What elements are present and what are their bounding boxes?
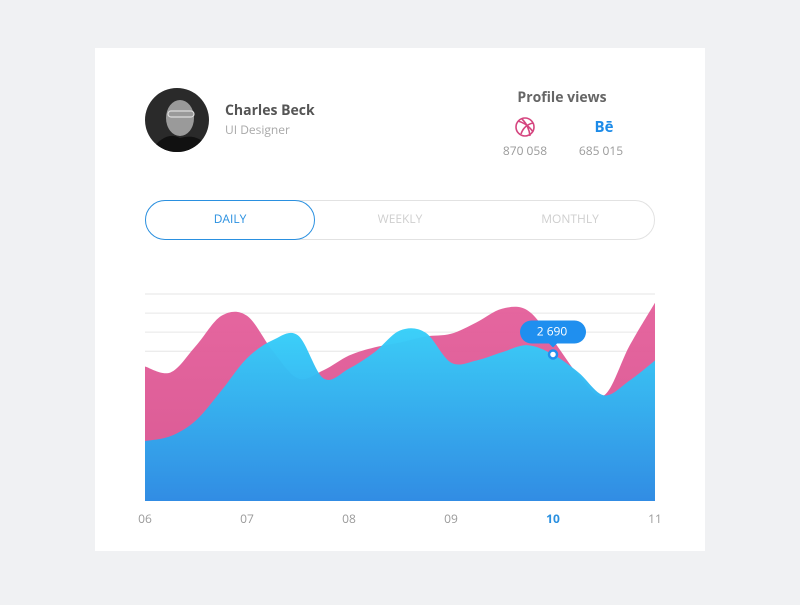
area	[145, 328, 655, 501]
profile-name: Charles Beck	[225, 101, 315, 120]
view-count: 685 015	[579, 142, 623, 159]
x-tick-label: 09	[444, 510, 458, 527]
profile-role: UI Designer	[225, 121, 290, 138]
avatar	[145, 88, 209, 152]
tooltip-label: 2 690	[537, 323, 568, 340]
tab[interactable]: DAILY	[214, 210, 247, 227]
chart: 06 07 08 09 10 11 2 690	[138, 293, 662, 527]
tooltip-point	[547, 349, 559, 360]
views-title: Profile views	[517, 88, 606, 107]
x-tick-label: 10	[546, 510, 560, 527]
x-tick-label: 07	[240, 510, 254, 527]
tooltip-arrow	[548, 342, 558, 348]
tab-active[interactable]	[145, 200, 315, 240]
x-tick-label: 11	[648, 510, 662, 527]
x-tick-label: 06	[138, 510, 152, 527]
dribbble-icon	[515, 117, 535, 137]
tab[interactable]: MONTHLY	[541, 210, 599, 227]
behance-icon: Bē	[595, 117, 614, 137]
x-tick-label: 08	[342, 510, 356, 527]
tab[interactable]: WEEKLY	[378, 210, 423, 227]
view-count: 870 058	[503, 142, 547, 159]
tooltip-box	[520, 320, 586, 344]
